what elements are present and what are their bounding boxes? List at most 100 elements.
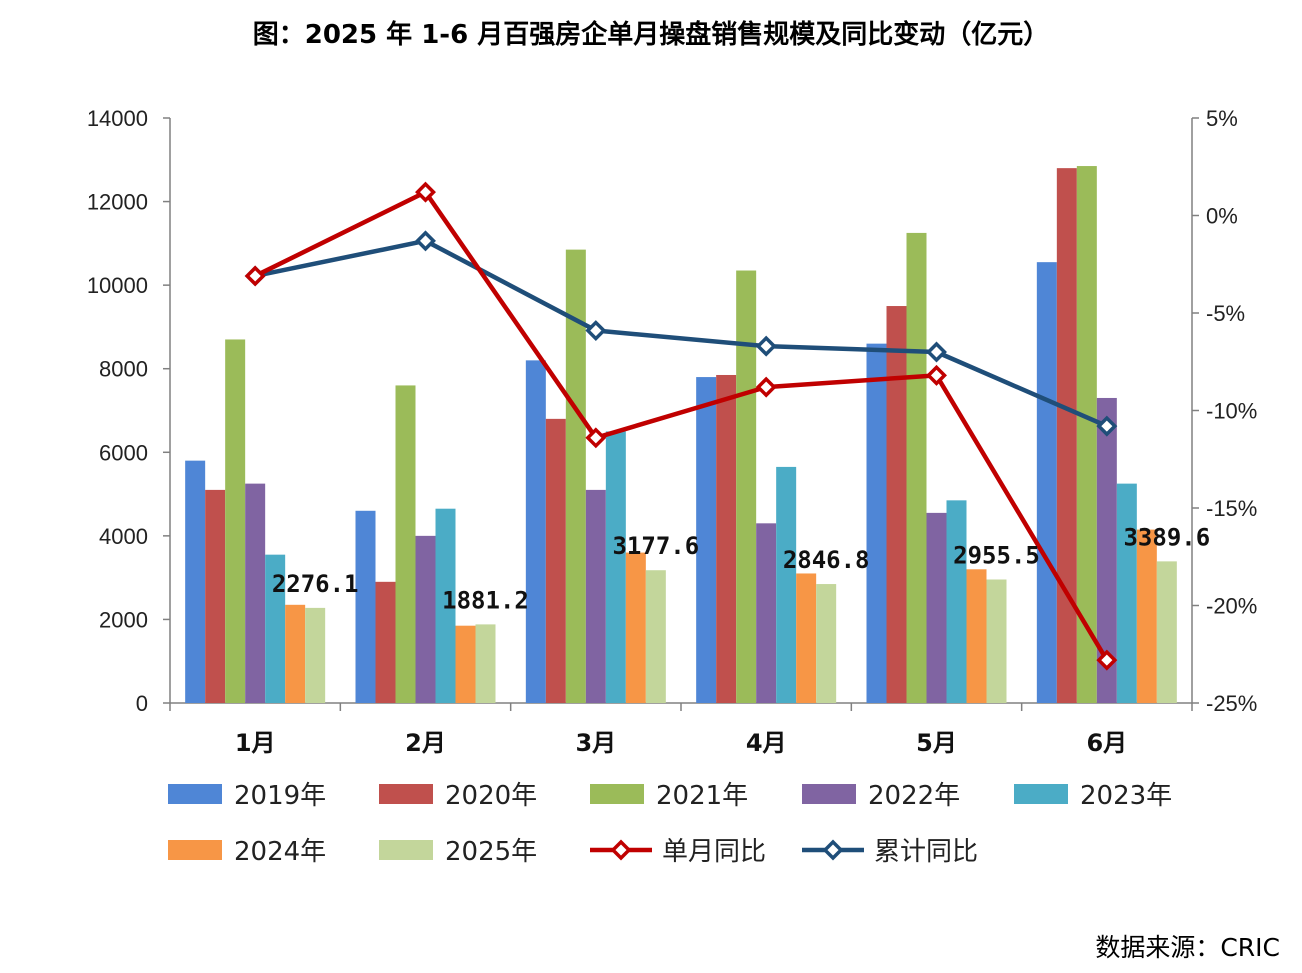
x-tick-label: 2月 (405, 729, 446, 757)
y-tick-label: 14000 (87, 106, 148, 131)
bar (926, 512, 947, 703)
bar (545, 418, 566, 703)
bar (696, 377, 717, 703)
y-tick-label: 0 (136, 691, 148, 716)
bar (375, 581, 396, 703)
bar (1076, 166, 1097, 703)
line-marker (244, 265, 266, 287)
y2-tick-label: -25% (1206, 691, 1257, 716)
line-marker (755, 376, 777, 398)
x-tick-label: 1月 (235, 729, 276, 757)
bar (435, 508, 456, 703)
bar (886, 306, 907, 703)
y2-tick-label: -15% (1206, 496, 1257, 521)
x-tick-label: 5月 (916, 729, 957, 757)
bar (816, 584, 837, 703)
line-marker (926, 364, 947, 386)
bar (866, 343, 887, 703)
source-note: 数据来源：CRIC (1095, 933, 1280, 962)
legend-marker (822, 839, 844, 861)
legend-swatch (1014, 784, 1068, 804)
data-label: 2955.5 (953, 542, 1040, 570)
legend-swatch (590, 784, 644, 804)
legend-swatch (379, 784, 433, 804)
y-tick-label: 8000 (99, 357, 148, 382)
legend-swatch (802, 784, 856, 804)
bar (265, 554, 286, 703)
bar (716, 374, 737, 703)
data-label: 2276.1 (272, 570, 359, 598)
data-labels: 2276.1 1881.2 3177.6 2846.8 2955.5 3389.6 (272, 523, 1210, 614)
bar (565, 249, 586, 703)
x-tick-label: 6月 (1086, 729, 1127, 757)
legend-label: 累计同比 (874, 837, 978, 867)
line-marker (1096, 415, 1118, 437)
bars (185, 166, 1177, 704)
legend-label: 单月同比 (662, 837, 766, 867)
line-monthly-yoy (254, 189, 1109, 662)
y2-tick-label: 5% (1206, 106, 1238, 131)
legend-swatch (168, 784, 222, 804)
data-label: 2846.8 (783, 546, 870, 574)
data-label: 1881.2 (442, 586, 529, 614)
bar (946, 500, 967, 703)
line-marker (585, 320, 607, 342)
bar (525, 360, 546, 703)
line-marker (415, 230, 436, 252)
bar (736, 270, 757, 703)
bar (205, 489, 226, 703)
legend-label: 2022年 (868, 781, 960, 811)
legend-label: 2019年 (234, 781, 326, 811)
bar (1156, 561, 1177, 703)
line-marker (415, 181, 436, 203)
y2-tick-label: -5% (1206, 301, 1245, 326)
y-tick-label: 2000 (99, 607, 148, 632)
bar (585, 489, 606, 703)
bar (1036, 262, 1057, 703)
bar (906, 232, 927, 704)
y-tick-label: 6000 (99, 440, 148, 465)
y2-tick-label: -20% (1206, 594, 1257, 619)
bar (986, 579, 1007, 703)
legend: 2019年 2020年 2021年 2022年 2023年 2024年 2025年 单月同比 累… (168, 781, 1172, 867)
line-marker (755, 335, 777, 357)
y2-tick-label: 0% (1206, 204, 1238, 229)
bar (225, 339, 246, 703)
bar (305, 607, 326, 703)
bar (756, 523, 777, 703)
bar (776, 466, 797, 703)
bar (1096, 397, 1117, 703)
bar (185, 460, 206, 703)
bar (455, 625, 476, 703)
legend-label: 2020年 (445, 781, 537, 811)
y2-tick-label: -10% (1206, 399, 1257, 424)
data-label: 3177.6 (612, 532, 699, 560)
legend-label: 2024年 (234, 837, 326, 867)
legend-label: 2021年 (656, 781, 748, 811)
line-marker (926, 341, 947, 363)
line-series (244, 181, 1118, 671)
chart-title: 图：2025 年 1-6 月百强房企单月操盘销售规模及同比变动（亿元） (252, 20, 1050, 50)
x-tick-label: 3月 (575, 729, 616, 757)
bar (415, 535, 436, 703)
legend-label: 2023年 (1080, 781, 1172, 811)
data-label: 3389.6 (1123, 523, 1210, 551)
bar (395, 385, 416, 703)
legend-swatch (168, 840, 222, 860)
y-tick-label: 12000 (87, 190, 148, 215)
line-marker (1096, 649, 1118, 671)
legend-marker (610, 839, 632, 861)
bar (1136, 529, 1157, 703)
line-marker (585, 427, 607, 449)
bar (285, 604, 306, 703)
bar (645, 570, 666, 703)
bar (245, 483, 266, 703)
axes: 0 2000 4000 6000 8000 10000 12000 14000 5% 0% -5% -… (87, 106, 1258, 757)
bar (1116, 483, 1137, 703)
y-tick-label: 10000 (87, 273, 148, 298)
bar (796, 573, 817, 703)
y-tick-label: 4000 (99, 524, 148, 549)
bar (475, 624, 496, 703)
bar (966, 569, 987, 703)
